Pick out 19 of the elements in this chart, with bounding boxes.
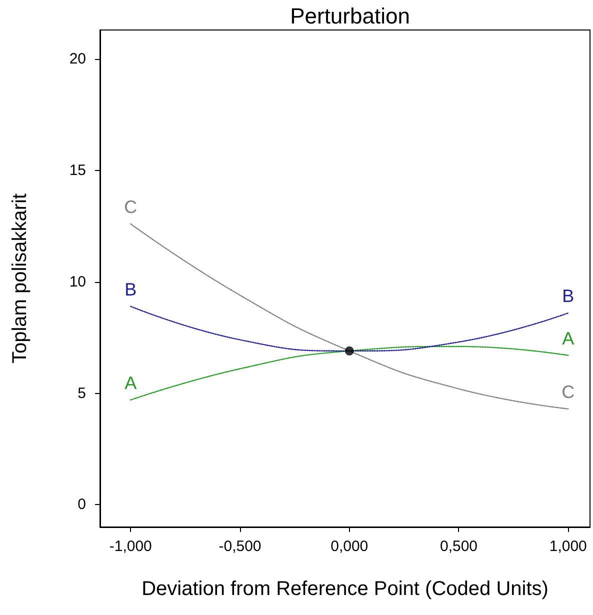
text: C [124,196,138,217]
x-tick-label: 0,000 [330,538,368,555]
y-tick-label: 15 [69,162,86,179]
x-tick-label: 0,500 [440,538,478,555]
chart-title: Perturbation [290,4,410,28]
x-tick-label: -1,000 [109,538,152,555]
y-axis-title: Toplam polisakkarit [9,193,31,364]
series-label: C [562,382,575,402]
series-label: B [562,286,574,306]
y-tick-label: 20 [69,50,86,68]
text: A [562,328,574,348]
text: B [124,279,137,300]
y-tick-label: 5 [78,384,86,402]
y-tick-label: 0 [78,496,86,514]
x-tick-label: 1,000 [549,538,587,555]
x-axis-title: Deviation from Reference Point (Coded Units) [142,578,548,600]
y-tick-label: 10 [69,273,86,290]
x-tick-label: -0,500 [218,538,262,555]
series-label: A [124,372,137,393]
